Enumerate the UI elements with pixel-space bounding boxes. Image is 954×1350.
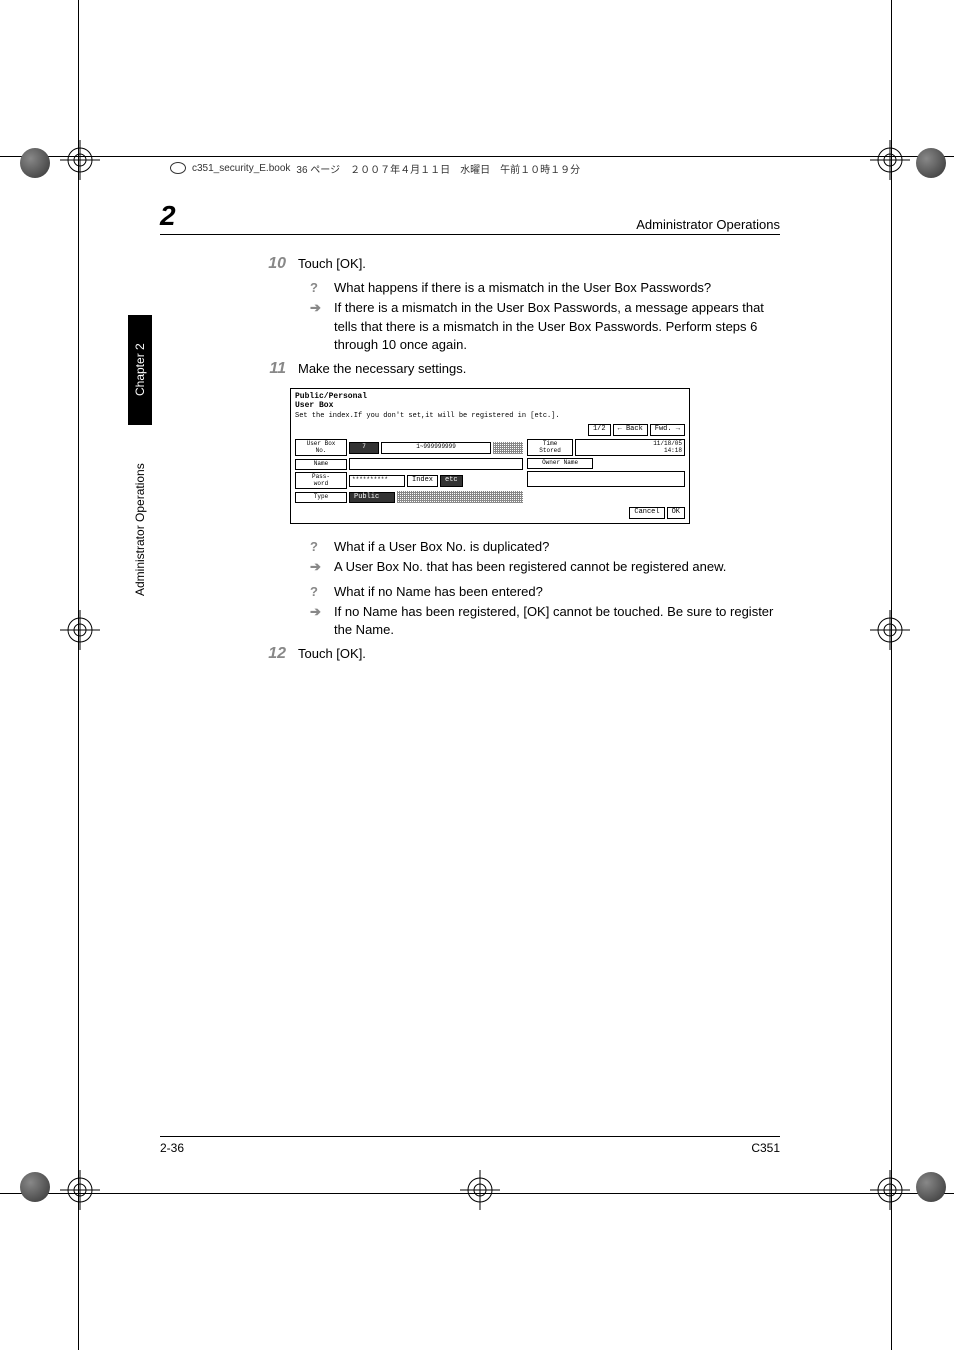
crop-pageinfo: 36 ページ ２００７年４月１１日 水曜日 午前１０時１９分 <box>296 161 580 176</box>
step-number: 12 <box>260 645 286 663</box>
ss-title: Public/Personal User Box <box>295 393 685 411</box>
corner-sphere-icon <box>916 1172 946 1202</box>
oval-icon <box>170 162 186 174</box>
step-10: 10 Touch [OK]. <box>260 255 780 273</box>
owner-label: Owner Name <box>527 458 593 469</box>
userboxno-range: 1~999999999 <box>381 442 491 454</box>
type-value[interactable]: Public <box>349 492 395 504</box>
question-icon: ? <box>310 583 326 601</box>
arrow-icon: ➔ <box>310 603 326 639</box>
registration-mark-icon <box>60 610 100 650</box>
step-11: 11 Make the necessary settings. <box>260 360 780 378</box>
name-value[interactable] <box>349 458 523 470</box>
registration-mark-icon <box>60 140 100 180</box>
chapter-tab-label: Chapter 2 <box>133 344 147 397</box>
step-text: Touch [OK]. <box>298 645 780 663</box>
registration-mark-icon <box>60 1170 100 1210</box>
crop-header: c351_security_E.book 36 ページ ２００７年４月１１日 水… <box>170 160 854 176</box>
crop-line <box>78 0 79 1350</box>
page-indicator: 1/2 <box>588 424 611 436</box>
name-label: Name <box>295 459 347 470</box>
back-button[interactable]: ← Back <box>613 424 648 436</box>
crop-filename: c351_security_E.book <box>192 163 290 174</box>
corner-sphere-icon <box>20 1172 50 1202</box>
answer-text: If there is a mismatch in the User Box P… <box>334 299 780 354</box>
section-number: 2 <box>160 200 176 232</box>
registration-mark-icon <box>870 1170 910 1210</box>
device-screenshot: Public/Personal User Box Set the index.I… <box>290 388 690 524</box>
page-footer: 2-36 C351 <box>160 1136 780 1155</box>
side-title-label: Administrator Operations <box>133 464 147 597</box>
footer-right: C351 <box>751 1141 780 1155</box>
arrow-icon: ➔ <box>310 558 326 576</box>
question-text: What happens if there is a mismatch in t… <box>334 279 780 297</box>
ok-button[interactable]: OK <box>667 507 685 519</box>
password-label: Pass- word <box>295 472 347 489</box>
userboxno-value[interactable]: 7 <box>349 442 379 454</box>
corner-sphere-icon <box>20 148 50 178</box>
time-value: 11/18/05 14:18 <box>575 439 685 456</box>
arrow-icon: ➔ <box>310 299 326 354</box>
crop-line <box>0 156 954 157</box>
step-number: 11 <box>260 360 286 378</box>
question-text: What if a User Box No. is duplicated? <box>334 538 780 556</box>
cancel-button[interactable]: Cancel <box>629 507 664 519</box>
chapter-tab: Chapter 2 <box>128 315 152 425</box>
qa-block: ? What if no Name has been entered? ➔If n… <box>310 583 780 640</box>
section-header: 2 Administrator Operations <box>160 200 780 235</box>
registration-mark-icon <box>460 1170 500 1210</box>
registration-mark-icon <box>870 610 910 650</box>
fwd-button[interactable]: Fwd. → <box>650 424 685 436</box>
crop-line <box>891 0 892 1350</box>
step-text: Touch [OK]. <box>298 255 780 273</box>
etc-button[interactable]: etc <box>440 475 463 487</box>
time-label: Time Stored <box>527 439 573 456</box>
question-icon: ? <box>310 279 326 297</box>
question-text: What if no Name has been entered? <box>334 583 780 601</box>
corner-sphere-icon <box>916 148 946 178</box>
qa-block: ? What if a User Box No. is duplicated? ➔… <box>310 538 780 576</box>
step-12: 12 Touch [OK]. <box>260 645 780 663</box>
answer-text: If no Name has been registered, [OK] can… <box>334 603 780 639</box>
step-number: 10 <box>260 255 286 273</box>
qa-block: ? What happens if there is a mismatch in … <box>310 279 780 354</box>
index-button[interactable]: Index <box>407 475 438 487</box>
password-value[interactable]: ********** <box>349 475 405 487</box>
step-text: Make the necessary settings. <box>298 360 780 378</box>
registration-mark-icon <box>870 140 910 180</box>
hatch-area <box>493 442 523 454</box>
answer-text: A User Box No. that has been registered … <box>334 558 780 576</box>
userboxno-label: User Box No. <box>295 439 347 456</box>
hatch-area <box>397 491 523 503</box>
section-title: Administrator Operations <box>636 217 780 232</box>
footer-left: 2-36 <box>160 1141 184 1155</box>
type-label: Type <box>295 492 347 503</box>
side-title: Administrator Operations <box>130 430 150 630</box>
question-icon: ? <box>310 538 326 556</box>
ss-subtitle: Set the index.If you don't set,it will b… <box>295 413 685 421</box>
owner-value[interactable] <box>527 471 685 487</box>
